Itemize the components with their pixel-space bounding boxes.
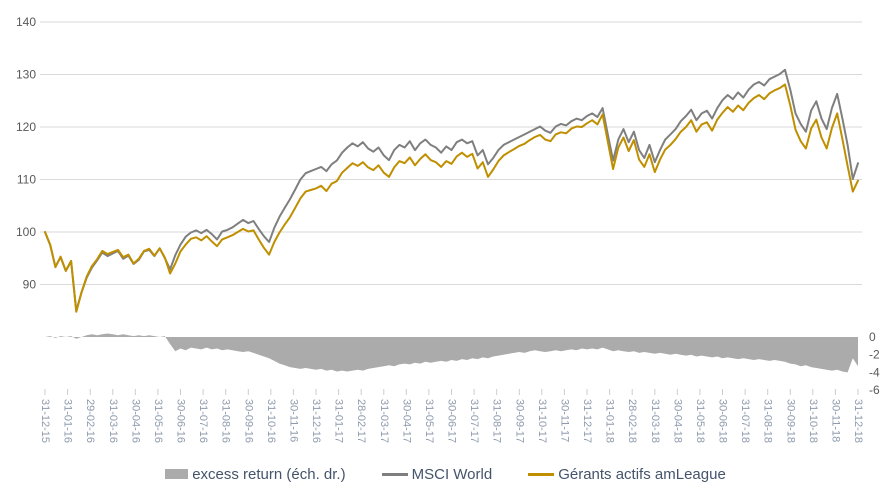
svg-text:31-12-17: 31-12-17 (581, 399, 593, 443)
svg-text:30-11-16: 30-11-16 (287, 399, 299, 442)
x-axis-labels: 31-12-15 31-01-16 29-02-16 31-03-16 30-04-16… (39, 399, 864, 443)
svg-text:30-06-17: 30-06-17 (446, 399, 458, 443)
legend-label-excess-return: excess return (éch. dr.) (192, 465, 346, 483)
legend-item-gerants-actifs: Gérants actifs amLeague (528, 466, 726, 483)
svg-text:31-10-18: 31-10-18 (807, 399, 819, 443)
svg-text:30-11-18: 30-11-18 (829, 399, 841, 442)
legend-swatch-msci-world (381, 472, 408, 476)
svg-text:31-05-18: 31-05-18 (694, 399, 706, 443)
svg-text:31-05-17: 31-05-17 (423, 399, 435, 443)
svg-text:120: 120 (16, 120, 36, 134)
svg-text:31-10-17: 31-10-17 (536, 399, 548, 443)
svg-text:30-11-17: 30-11-17 (558, 399, 570, 442)
svg-text:31-03-16: 31-03-16 (107, 399, 119, 443)
legend-swatch-gerants-actifs (528, 472, 555, 476)
svg-text:31-07-16: 31-07-16 (197, 399, 209, 443)
svg-text:30-09-17: 30-09-17 (513, 399, 525, 443)
svg-text:31-12-18: 31-12-18 (852, 399, 864, 443)
svg-text:100: 100 (16, 225, 36, 239)
svg-text:30-09-18: 30-09-18 (784, 399, 796, 443)
svg-text:28-02-17: 28-02-17 (355, 399, 367, 443)
svg-text:30-06-16: 30-06-16 (175, 399, 187, 443)
svg-text:31-07-18: 31-07-18 (739, 399, 751, 443)
gridlines (40, 21, 862, 285)
svg-text:31-05-16: 31-05-16 (152, 399, 164, 443)
svg-text:31-01-17: 31-01-17 (333, 399, 345, 443)
svg-text:28-02-18: 28-02-18 (626, 399, 638, 443)
svg-text:30-06-18: 30-06-18 (717, 399, 729, 443)
svg-text:-4: -4 (869, 365, 880, 379)
svg-text:30-09-16: 30-09-16 (242, 399, 254, 443)
svg-text:30-04-17: 30-04-17 (400, 399, 412, 443)
svg-text:90: 90 (23, 278, 37, 292)
right-axis-labels: 0 -2 -4 -6 (869, 330, 880, 397)
chart-legend: excess return (éch. dr.) MSCI World Géra… (0, 458, 891, 490)
legend-item-excess-return: excess return (éch. dr.) (165, 465, 346, 483)
excess-return-area-series (45, 333, 858, 373)
legend-swatch-excess-return (165, 469, 189, 479)
svg-text:-2: -2 (869, 348, 880, 362)
legend-item-msci-world: MSCI World (381, 465, 493, 483)
svg-text:31-12-16: 31-12-16 (310, 399, 322, 443)
svg-text:31-08-16: 31-08-16 (220, 399, 232, 443)
svg-text:31-12-15: 31-12-15 (39, 399, 51, 443)
svg-text:29-02-16: 29-02-16 (84, 399, 96, 443)
svg-text:31-01-16: 31-01-16 (62, 399, 74, 443)
svg-text:31-08-18: 31-08-18 (762, 399, 774, 443)
svg-text:31-03-18: 31-03-18 (649, 399, 661, 443)
svg-text:140: 140 (16, 15, 36, 29)
svg-text:-6: -6 (869, 383, 880, 397)
legend-label-gerants-actifs: Gérants actifs amLeague (558, 465, 726, 483)
plot-area: 90 100 110 120 130 140 0 -2 -4 -6 31-12-15 31-01-… (16, 15, 880, 443)
x-axis-ticks (44, 389, 859, 395)
line-series (44, 68, 859, 313)
svg-text:31-01-18: 31-01-18 (604, 399, 616, 443)
svg-text:130: 130 (16, 68, 36, 82)
svg-text:30-04-16: 30-04-16 (129, 399, 141, 443)
svg-text:31-08-17: 31-08-17 (491, 399, 503, 443)
svg-text:31-03-17: 31-03-17 (378, 399, 390, 443)
left-axis-labels: 90 100 110 120 130 140 (16, 15, 36, 292)
legend-label-msci-world: MSCI World (411, 465, 493, 483)
svg-text:31-10-16: 31-10-16 (265, 399, 277, 443)
svg-text:110: 110 (17, 173, 36, 187)
svg-text:30-04-18: 30-04-18 (671, 399, 683, 443)
svg-text:31-07-17: 31-07-17 (468, 399, 480, 443)
svg-text:0: 0 (869, 330, 876, 344)
